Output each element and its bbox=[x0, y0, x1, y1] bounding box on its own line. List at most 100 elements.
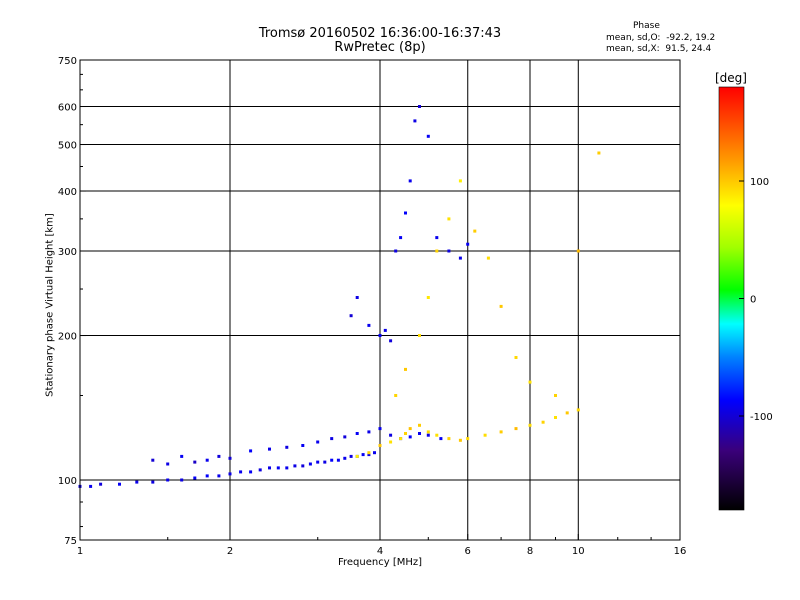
data-point bbox=[301, 464, 305, 468]
data-point bbox=[293, 464, 297, 468]
scatter-points bbox=[78, 105, 601, 488]
data-point bbox=[413, 119, 417, 123]
data-point bbox=[426, 134, 430, 138]
data-point bbox=[378, 444, 382, 447]
phase-stats-x: mean, sd,X: 91.5, 24.4 bbox=[606, 44, 712, 54]
data-point bbox=[99, 482, 103, 486]
data-point bbox=[355, 296, 359, 299]
data-point bbox=[367, 451, 371, 455]
chart-subtitle: RwPretec (8p) bbox=[334, 40, 426, 55]
data-point bbox=[389, 440, 393, 444]
y-tick-label: 100 bbox=[58, 476, 77, 487]
data-point bbox=[249, 449, 253, 453]
data-point bbox=[408, 435, 412, 439]
data-point bbox=[458, 256, 462, 260]
phase-stats-heading: Phase bbox=[633, 21, 660, 31]
data-point bbox=[426, 433, 430, 437]
data-point bbox=[466, 242, 470, 246]
x-tick-label: 6 bbox=[465, 546, 471, 557]
chart-title: Tromsø 20160502 16:36:00-16:37:43 bbox=[258, 26, 502, 41]
data-point bbox=[418, 334, 421, 337]
data-point bbox=[576, 249, 580, 253]
data-point bbox=[404, 211, 407, 215]
data-point bbox=[528, 380, 532, 384]
y-tick-label: 600 bbox=[58, 103, 77, 114]
data-point bbox=[473, 229, 477, 233]
data-point bbox=[258, 468, 262, 472]
data-point bbox=[389, 433, 393, 437]
data-point bbox=[499, 304, 503, 308]
x-tick-label: 2 bbox=[227, 546, 233, 557]
data-point bbox=[408, 179, 412, 183]
data-point bbox=[486, 256, 490, 260]
data-point bbox=[408, 427, 412, 431]
data-point bbox=[135, 480, 139, 484]
data-point bbox=[426, 296, 430, 299]
y-axis-label: Stationary phase Virtual Height [km] bbox=[44, 213, 56, 397]
data-point bbox=[514, 427, 518, 431]
y-tick-label: 400 bbox=[58, 187, 77, 198]
data-point bbox=[394, 394, 398, 397]
data-point bbox=[399, 437, 403, 441]
data-point bbox=[166, 478, 170, 482]
colorbar-label: [deg] bbox=[715, 71, 747, 85]
data-point bbox=[439, 437, 443, 441]
grid-layer bbox=[80, 60, 680, 540]
data-point bbox=[389, 339, 393, 343]
y-tick-label: 750 bbox=[58, 56, 77, 67]
data-point bbox=[458, 179, 462, 183]
data-point bbox=[268, 447, 271, 451]
data-point bbox=[426, 430, 430, 434]
data-point bbox=[343, 435, 347, 439]
data-point bbox=[447, 217, 451, 221]
data-point bbox=[418, 105, 421, 108]
x-tick-label: 16 bbox=[674, 546, 687, 557]
data-point bbox=[268, 466, 271, 470]
x-tick-label: 8 bbox=[527, 546, 533, 557]
data-point bbox=[435, 249, 439, 253]
data-point bbox=[435, 433, 439, 437]
data-point bbox=[180, 454, 184, 458]
colorbar-tick-label: -100 bbox=[750, 412, 773, 423]
data-point bbox=[447, 249, 451, 253]
x-tick-label: 1 bbox=[77, 546, 83, 557]
data-point bbox=[367, 323, 371, 327]
data-point bbox=[308, 462, 312, 466]
data-point bbox=[301, 444, 305, 447]
data-point bbox=[276, 466, 280, 470]
data-point bbox=[466, 437, 470, 441]
x-tick-label: 4 bbox=[377, 546, 383, 557]
data-point bbox=[378, 427, 382, 431]
phase-stats-o: mean, sd,O: -92.2, 19.2 bbox=[606, 33, 716, 43]
data-point bbox=[217, 474, 221, 478]
data-point bbox=[418, 432, 421, 435]
data-point bbox=[373, 451, 376, 455]
data-point bbox=[447, 437, 451, 441]
data-point bbox=[404, 432, 407, 435]
data-point bbox=[383, 328, 387, 332]
data-point bbox=[435, 236, 439, 240]
colorbar-tick-label: 0 bbox=[750, 295, 756, 306]
data-point bbox=[330, 458, 334, 462]
data-point bbox=[541, 420, 545, 424]
data-point bbox=[205, 458, 209, 462]
data-point bbox=[151, 458, 155, 462]
data-point bbox=[399, 236, 403, 240]
data-point bbox=[323, 460, 327, 464]
data-point bbox=[418, 423, 421, 427]
data-point bbox=[118, 482, 121, 486]
data-point bbox=[404, 367, 407, 371]
tick-marks: 1 2 4 6 8 10 16 75 100 200 300 400 500 600 750 bbox=[58, 56, 686, 557]
colorbar-tick-label: 100 bbox=[750, 177, 769, 188]
data-point bbox=[361, 453, 365, 457]
y-tick-label: 300 bbox=[58, 247, 77, 258]
data-point bbox=[166, 462, 170, 466]
data-point bbox=[349, 314, 353, 318]
x-axis-label: Frequency [MHz] bbox=[337, 557, 423, 568]
x-tick-label: 10 bbox=[572, 546, 585, 557]
data-point bbox=[554, 416, 557, 419]
data-point bbox=[355, 454, 359, 458]
data-point bbox=[367, 453, 371, 457]
y-tick-label: 200 bbox=[58, 332, 77, 343]
data-point bbox=[151, 480, 155, 484]
